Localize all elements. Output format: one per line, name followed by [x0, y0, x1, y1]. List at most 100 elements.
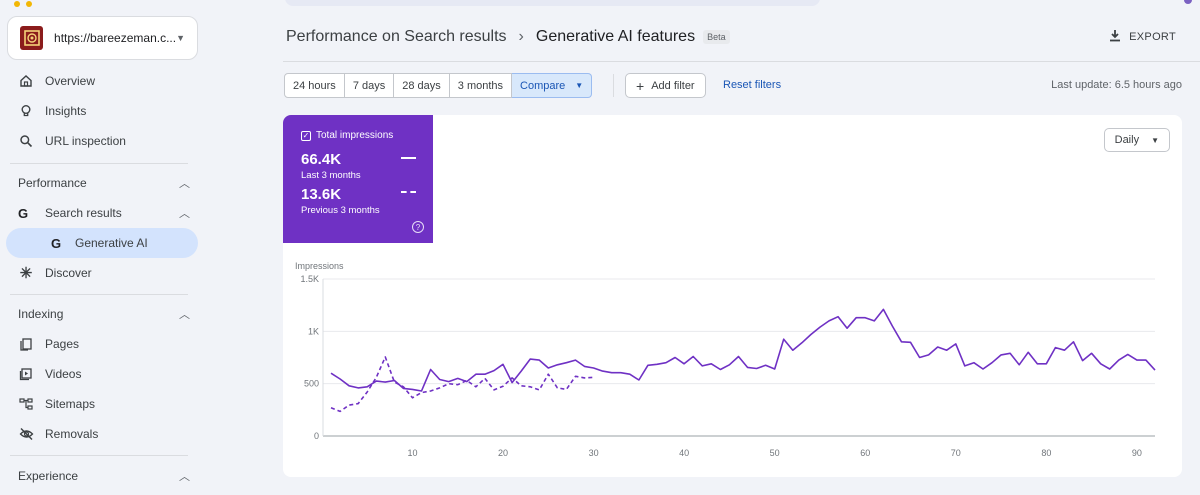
chevron-up-icon: ︿ [179, 471, 190, 483]
chevron-right-icon: › [518, 28, 524, 45]
visibility-off-icon [18, 426, 34, 442]
account-avatar-fragment[interactable] [1184, 0, 1192, 4]
chevron-up-icon: ︿ [179, 208, 190, 220]
x-tick-label: 20 [498, 448, 508, 458]
y-axis-title: Impressions [295, 261, 344, 271]
breadcrumb: Performance on Search results › Generati… [286, 28, 730, 46]
sidebar-section-experience[interactable]: Experience ︿ [18, 466, 190, 486]
date-range-selector: 24 hours 7 days 28 days 3 months Compare… [284, 73, 593, 98]
last-update-text: Last update: 6.5 hours ago [1051, 79, 1182, 91]
range-3-months-button[interactable]: 3 months [449, 73, 513, 98]
sidebar-item-search-results[interactable]: G Search results ︿ [18, 203, 190, 223]
property-url: https://bareezeman.c... [54, 31, 177, 45]
y-tick-label: 0 [314, 431, 319, 441]
dashed-line-legend-icon [401, 191, 416, 193]
pages-icon [18, 336, 34, 352]
x-tick-label: 10 [407, 448, 417, 458]
impressions-chart: Impressions 0 500 1K 1.5K 10 20 30 40 50 60 70 80 90 [295, 261, 1156, 458]
sidebar: https://bareezeman.c... ▼ Overview Insig… [0, 0, 212, 495]
sidebar-item-label: Sitemaps [45, 397, 96, 411]
sidebar-item-label: Videos [45, 367, 82, 381]
sidebar-item-generative-ai[interactable] [6, 228, 198, 258]
sidebar-item-label: Discover [45, 266, 92, 280]
granularity-label: Daily [1114, 134, 1140, 146]
x-tick-label: 70 [951, 448, 961, 458]
sidebar-item-pages[interactable]: Pages [18, 334, 79, 354]
y-tick-label: 1.5K [300, 274, 319, 284]
sidebar-item-url-inspection[interactable]: URL inspection [18, 131, 126, 151]
search-icon [18, 133, 34, 149]
current-period-line [330, 308, 1156, 392]
total-impressions-metric-card[interactable]: ✓ Total impressions 66.4K Last 3 months … [283, 115, 433, 243]
caret-down-icon: ▼ [176, 33, 185, 43]
add-filter-label: Add filter [651, 79, 695, 92]
range-24-hours-button[interactable]: 24 hours [284, 73, 345, 98]
sidebar-item-label: Pages [45, 337, 80, 351]
sidebar-section-performance[interactable]: Performance ︿ [18, 173, 190, 193]
y-tick-label: 1K [308, 326, 319, 336]
x-tick-label: 40 [679, 448, 689, 458]
checkbox-checked-icon[interactable]: ✓ [301, 130, 311, 141]
sidebar-item-insights[interactable]: Insights [18, 101, 86, 121]
x-tick-label: 30 [589, 448, 599, 458]
metric-title: ✓ Total impressions [301, 130, 415, 141]
page-title: Generative AI features [535, 28, 696, 45]
header-divider [283, 61, 1200, 62]
reset-filters-link[interactable]: Reset filters [723, 79, 782, 91]
sidebar-item-label: Insights [45, 104, 87, 118]
sidebar-section-label: Indexing [18, 307, 64, 321]
asterisk-icon: ✳ [19, 265, 33, 282]
home-icon [18, 73, 34, 89]
x-tick-label: 60 [860, 448, 870, 458]
sidebar-divider [10, 455, 188, 456]
sidebar-item-videos[interactable]: Videos [18, 364, 81, 384]
previous-period-line [330, 356, 594, 413]
plus-icon: + [636, 77, 645, 94]
sidebar-item-generative-ai-content: G Generative AI [48, 233, 148, 253]
compare-dropdown[interactable]: Compare ▼ [512, 73, 593, 98]
property-favicon-icon [20, 26, 44, 50]
caret-down-icon: ▼ [575, 81, 584, 90]
granularity-dropdown[interactable]: Daily ▼ [1103, 128, 1170, 152]
metric-title-label: Total impressions [316, 130, 394, 141]
range-7-days-button[interactable]: 7 days [344, 73, 395, 98]
google-icon: G [50, 235, 62, 251]
beta-badge: Beta [703, 30, 730, 44]
download-icon [1109, 29, 1121, 45]
video-icon [18, 366, 34, 382]
sidebar-item-discover[interactable]: ✳ Discover [18, 263, 92, 283]
sidebar-section-label: Performance [18, 176, 87, 190]
breadcrumb-parent[interactable]: Performance on Search results [286, 28, 507, 45]
chevron-up-icon: ︿ [179, 309, 190, 321]
compare-label: Compare [520, 79, 566, 92]
sidebar-divider [10, 163, 188, 164]
sidebar-item-label: Search results [45, 206, 122, 220]
export-label: EXPORT [1129, 31, 1176, 43]
x-tick-label: 50 [770, 448, 780, 458]
export-button[interactable]: EXPORT [1109, 29, 1176, 45]
add-filter-button[interactable]: + Add filter [625, 73, 706, 98]
search-bar-fragment[interactable] [285, 0, 820, 6]
sidebar-item-label: URL inspection [45, 134, 126, 148]
sidebar-item-label: Removals [45, 427, 99, 441]
range-28-days-button[interactable]: 28 days [394, 73, 450, 98]
sidebar-item-overview[interactable]: Overview [18, 71, 95, 91]
sidebar-item-removals[interactable]: Removals [18, 424, 98, 444]
sidebar-section-label: Experience [18, 469, 79, 483]
previous-period-label: Previous 3 months [301, 205, 380, 216]
sidebar-divider [10, 294, 188, 295]
help-icon[interactable]: ? [412, 221, 424, 233]
x-tick-label: 80 [1041, 448, 1051, 458]
previous-impressions-value: 13.6K [301, 186, 342, 203]
current-impressions-value: 66.4K [301, 151, 342, 168]
chevron-up-icon: ︿ [179, 178, 190, 190]
performance-chart-card: Impressions 0 500 1K 1.5K 10 20 30 40 50 60 70 80 90 … [283, 115, 1182, 477]
sitemap-icon [18, 396, 34, 412]
sidebar-item-label: Overview [45, 74, 96, 88]
sidebar-item-sitemaps[interactable]: Sitemaps [18, 394, 95, 414]
caret-down-icon: ▼ [1151, 135, 1159, 145]
x-tick-label: 90 [1132, 448, 1142, 458]
sidebar-section-indexing[interactable]: Indexing ︿ [18, 304, 190, 324]
logo-fragment [14, 0, 84, 7]
property-selector[interactable]: https://bareezeman.c... ▼ [7, 16, 198, 60]
